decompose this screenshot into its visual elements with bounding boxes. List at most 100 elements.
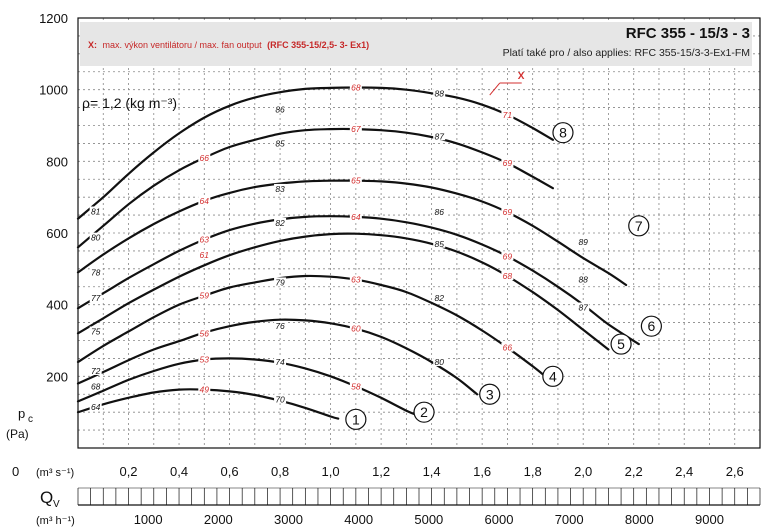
- x-tick-label: 2,0: [574, 464, 592, 479]
- axes: 200 400 600 800 1000 1200 p c (Pa) 0 (m³ s⁻¹) 0,2 0,…: [6, 11, 761, 527]
- noise-label-bg: [349, 124, 362, 134]
- x-axis-label-sub: V: [53, 499, 60, 510]
- header-band: [80, 22, 752, 66]
- x-tick-label: 2,2: [625, 464, 643, 479]
- efficiency-label: 89: [578, 237, 588, 247]
- x-tick-label: 1,0: [322, 464, 340, 479]
- efficiency-label: 82: [434, 293, 444, 303]
- efficiency-label-bg: [274, 217, 287, 227]
- noise-label: 63: [200, 234, 210, 244]
- max-output-marker: X: [489, 71, 525, 96]
- noise-label-bg: [198, 384, 211, 394]
- noise-label-bg: [501, 342, 514, 352]
- marker-line: [489, 82, 501, 96]
- efficiency-label-bg: [89, 381, 102, 391]
- noise-label: 58: [351, 381, 361, 391]
- noise-label: 69: [503, 207, 513, 217]
- curve-number-label: 4: [549, 368, 557, 384]
- noise-label-bg: [501, 109, 514, 119]
- x-axis-label: Q: [40, 488, 53, 507]
- curve-number-label: 6: [647, 318, 655, 334]
- x-tick-label: 1,4: [423, 464, 441, 479]
- noise-label: 61: [200, 250, 210, 260]
- x-tick-label: 1,8: [524, 464, 542, 479]
- x-origin-label: 0: [12, 464, 19, 479]
- plot-frame: [77, 17, 761, 449]
- noise-label: 59: [200, 291, 210, 301]
- efficiency-label: 80: [434, 357, 444, 367]
- noise-label-bg: [349, 381, 362, 391]
- series-line-3: [76, 318, 479, 396]
- curve-number-label: 8: [559, 125, 567, 141]
- noise-label-bg: [349, 82, 362, 92]
- noise-label-bg: [349, 175, 362, 185]
- x-tick-label: 2,4: [675, 464, 693, 479]
- curve-number-label: 1: [352, 411, 360, 427]
- efficiency-label: 68: [91, 381, 101, 391]
- x-unit-bottom: (m³ h⁻¹): [36, 515, 75, 527]
- marker-label: X: [518, 71, 525, 82]
- series-line-4: [76, 274, 547, 378]
- chart-subtitle: Platí také pro / also applies: RFC 355-1…: [503, 47, 750, 59]
- noise-label: 68: [503, 271, 513, 281]
- efficiency-label-bg: [577, 302, 590, 312]
- efficiency-label: 72: [91, 366, 101, 376]
- x-tick-label: 0,8: [271, 464, 289, 479]
- noise-label-bg: [198, 290, 211, 300]
- efficiency-label-bg: [433, 131, 446, 141]
- noise-label: 64: [351, 212, 361, 222]
- noise-label-bg: [198, 152, 211, 162]
- efficiency-label-bg: [89, 402, 102, 412]
- note-prefix: X:: [88, 40, 97, 50]
- noise-label: 68: [351, 83, 361, 93]
- series-line-5: [76, 232, 610, 351]
- x-h-tick-label: 2000: [204, 512, 233, 527]
- noise-label-bg: [501, 271, 514, 280]
- curve-number-circle: [628, 215, 650, 237]
- chart-header: X: max. výkon ventilátoru / max. fan out…: [80, 22, 752, 66]
- x-tick-label: 0,4: [170, 464, 188, 479]
- curve-number-circle: [552, 122, 574, 144]
- efficiency-label: 86: [434, 207, 444, 217]
- x-h-tick-label: 5000: [414, 512, 443, 527]
- noise-label: 65: [351, 176, 361, 186]
- efficiency-label: 86: [275, 104, 285, 114]
- x-h-tick-label: 6000: [485, 512, 514, 527]
- noise-label: 66: [503, 343, 513, 353]
- efficiency-label: 87: [578, 303, 588, 313]
- chart-title: RFC 355 - 15/3 - 3: [626, 25, 750, 42]
- efficiency-label: 82: [275, 218, 285, 228]
- efficiency-label-bg: [89, 326, 102, 336]
- series-line-9: [76, 86, 554, 220]
- curve-number-circle: [542, 365, 564, 387]
- noise-label: 66: [200, 153, 210, 163]
- noise-label-bg: [501, 251, 514, 261]
- x-tick-label: 0,6: [221, 464, 239, 479]
- max-output-note: X: max. výkon ventilátoru / max. fan out…: [88, 40, 369, 50]
- x-h-tick-label: 4000: [344, 512, 373, 527]
- y-axis-label-sub: c: [28, 414, 33, 425]
- efficiency-label-bg: [89, 206, 102, 216]
- noise-label-bg: [198, 354, 211, 364]
- efficiency-label: 81: [91, 207, 101, 217]
- note-model: (RFC 355-15/2,5- 3- Ex1): [267, 40, 369, 50]
- efficiency-label-bg: [89, 232, 102, 242]
- noise-label: 53: [200, 354, 210, 364]
- curve-number-circle: [610, 333, 632, 355]
- curve-number-circle: [479, 383, 501, 405]
- efficiency-label-bg: [274, 138, 287, 148]
- noise-label-bg: [198, 328, 211, 338]
- curve-number-circle: [640, 315, 662, 337]
- efficiency-label-bg: [433, 293, 446, 303]
- x-h-tick-label: 9000: [695, 512, 724, 527]
- efficiency-label: 77: [91, 293, 101, 303]
- note-text: max. výkon ventilátoru / max. fan output: [103, 40, 263, 50]
- curve-number-label: 7: [635, 218, 643, 234]
- series-line-8: [76, 127, 554, 249]
- efficiency-label-bg: [274, 183, 287, 193]
- x-unit-top: (m³ s⁻¹): [36, 467, 74, 479]
- efficiency-label-bg: [89, 267, 102, 277]
- efficiency-label: 88: [578, 275, 588, 285]
